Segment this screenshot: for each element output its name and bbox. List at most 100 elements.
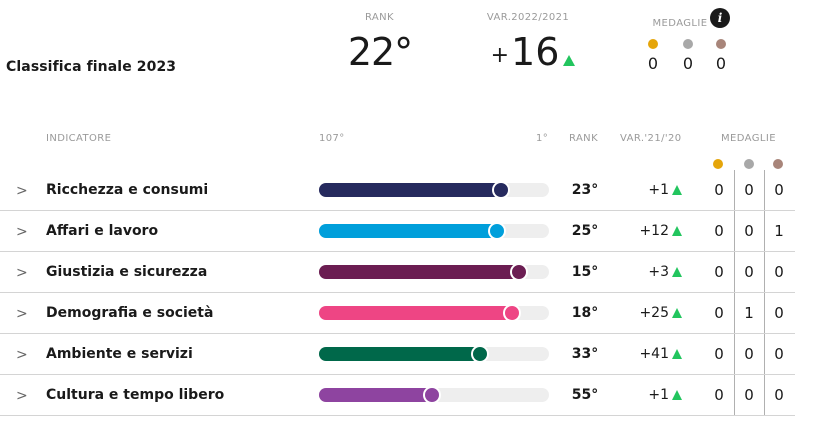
summary-rank-label: RANK (364, 12, 395, 23)
row-divider (0, 210, 795, 211)
row-bronze-count: 0 (774, 386, 784, 404)
rank-bar-fill (319, 306, 512, 320)
chevron-right-icon[interactable]: > (16, 183, 28, 199)
column-divider (734, 375, 735, 415)
rank-bar-track (319, 345, 549, 363)
rank-bar-fill (319, 388, 432, 402)
up-arrow-icon (672, 349, 682, 359)
header-medals: MEDAGLIE (721, 133, 776, 144)
rank-bar-fill (319, 183, 501, 197)
summary-variation-number: 16 (511, 30, 560, 74)
row-rank: 25° (571, 223, 599, 239)
rank-bar-track (319, 263, 549, 281)
rank-bar-fill (319, 265, 519, 279)
summary-variation-label: VAR.2022/2021 (486, 12, 570, 23)
indicator-name: Demografia e società (46, 305, 214, 321)
page-title: Classifica finale 2023 (6, 59, 177, 75)
table-row[interactable]: > Demografia e società 18° +25 0 1 0 (0, 293, 795, 334)
column-divider (764, 334, 765, 374)
rank-bar-knob (510, 263, 528, 281)
rank-bar-fill (319, 224, 497, 238)
summary-gold-count: 0 (647, 54, 659, 73)
row-silver-count: 0 (744, 181, 754, 199)
row-variation-value: +3 (648, 264, 669, 280)
rank-bar-knob (488, 222, 506, 240)
row-rank: 15° (571, 264, 599, 280)
row-variation: +12 (620, 223, 682, 239)
row-gold-count: 0 (714, 386, 724, 404)
row-variation-value: +41 (639, 346, 669, 362)
rank-bar-track (319, 181, 549, 199)
header-rank: RANK (569, 133, 599, 144)
up-arrow-icon (672, 267, 682, 277)
rank-bar-knob (423, 386, 441, 404)
row-bronze-count: 1 (774, 222, 784, 240)
column-divider (734, 334, 735, 374)
row-divider (0, 292, 795, 293)
row-gold-count: 0 (714, 304, 724, 322)
row-gold-count: 0 (714, 222, 724, 240)
header-indicator: INDICATORE (46, 133, 112, 144)
column-divider (764, 211, 765, 251)
summary-variation-sign: + (490, 42, 510, 68)
indicator-name: Ambiente e servizi (46, 346, 193, 362)
row-bronze-count: 0 (774, 263, 784, 281)
summary-medals-label: MEDAGLIE (652, 18, 708, 29)
table-row[interactable]: > Cultura e tempo libero 55° +1 0 0 0 (0, 375, 795, 416)
table-row[interactable]: > Ambiente e servizi 33° +41 0 0 0 (0, 334, 795, 375)
row-silver-count: 1 (744, 304, 754, 322)
chevron-right-icon[interactable]: > (16, 388, 28, 404)
row-silver-count: 0 (744, 222, 754, 240)
silver-medal-icon (744, 159, 754, 169)
info-icon[interactable]: i (710, 8, 730, 28)
chevron-right-icon[interactable]: > (16, 306, 28, 322)
row-bronze-count: 0 (774, 304, 784, 322)
row-variation-value: +1 (648, 387, 669, 403)
row-variation: +3 (620, 264, 682, 280)
rank-bar-knob (492, 181, 510, 199)
row-bronze-count: 0 (774, 181, 784, 199)
column-divider (734, 170, 735, 210)
row-rank: 33° (571, 346, 599, 362)
up-arrow-icon (672, 390, 682, 400)
row-rank: 55° (571, 387, 599, 403)
row-variation: +41 (620, 346, 682, 362)
row-variation: +1 (620, 182, 682, 198)
up-arrow-icon (672, 308, 682, 318)
chevron-right-icon[interactable]: > (16, 347, 28, 363)
row-gold-count: 0 (714, 345, 724, 363)
table-row[interactable]: > Affari e lavoro 25° +12 0 0 1 (0, 211, 795, 252)
up-arrow-icon (563, 54, 576, 66)
column-divider (764, 293, 765, 333)
indicator-name: Cultura e tempo libero (46, 387, 225, 403)
row-rank: 18° (571, 305, 599, 321)
row-variation-value: +12 (639, 223, 669, 239)
row-gold-count: 0 (714, 181, 724, 199)
bronze-medal-icon (773, 159, 783, 169)
table-row[interactable]: > Ricchezza e consumi 23° +1 0 0 0 (0, 170, 795, 211)
summary-variation-value: + 16 (478, 30, 588, 74)
summary-rank-value: 22° (347, 30, 413, 74)
row-silver-count: 0 (744, 345, 754, 363)
row-divider (0, 333, 795, 334)
row-bronze-count: 0 (774, 345, 784, 363)
indicator-name: Ricchezza e consumi (46, 182, 209, 198)
row-divider (0, 374, 795, 375)
chevron-right-icon[interactable]: > (16, 224, 28, 240)
row-rank: 23° (571, 182, 599, 198)
rank-bar-fill (319, 347, 480, 361)
row-variation: +1 (620, 387, 682, 403)
row-variation-value: +1 (648, 182, 669, 198)
bronze-medal-icon (716, 39, 726, 49)
row-divider (0, 415, 795, 416)
table-row[interactable]: > Giustizia e sicurezza 15° +3 0 0 0 (0, 252, 795, 293)
rank-bar-track (319, 222, 549, 240)
rank-bar-knob (503, 304, 521, 322)
column-divider (764, 375, 765, 415)
indicator-name: Affari e lavoro (46, 223, 159, 239)
column-divider (764, 252, 765, 292)
up-arrow-icon (672, 185, 682, 195)
rank-bar-track (319, 386, 549, 404)
summary-silver-count: 0 (682, 54, 694, 73)
chevron-right-icon[interactable]: > (16, 265, 28, 281)
